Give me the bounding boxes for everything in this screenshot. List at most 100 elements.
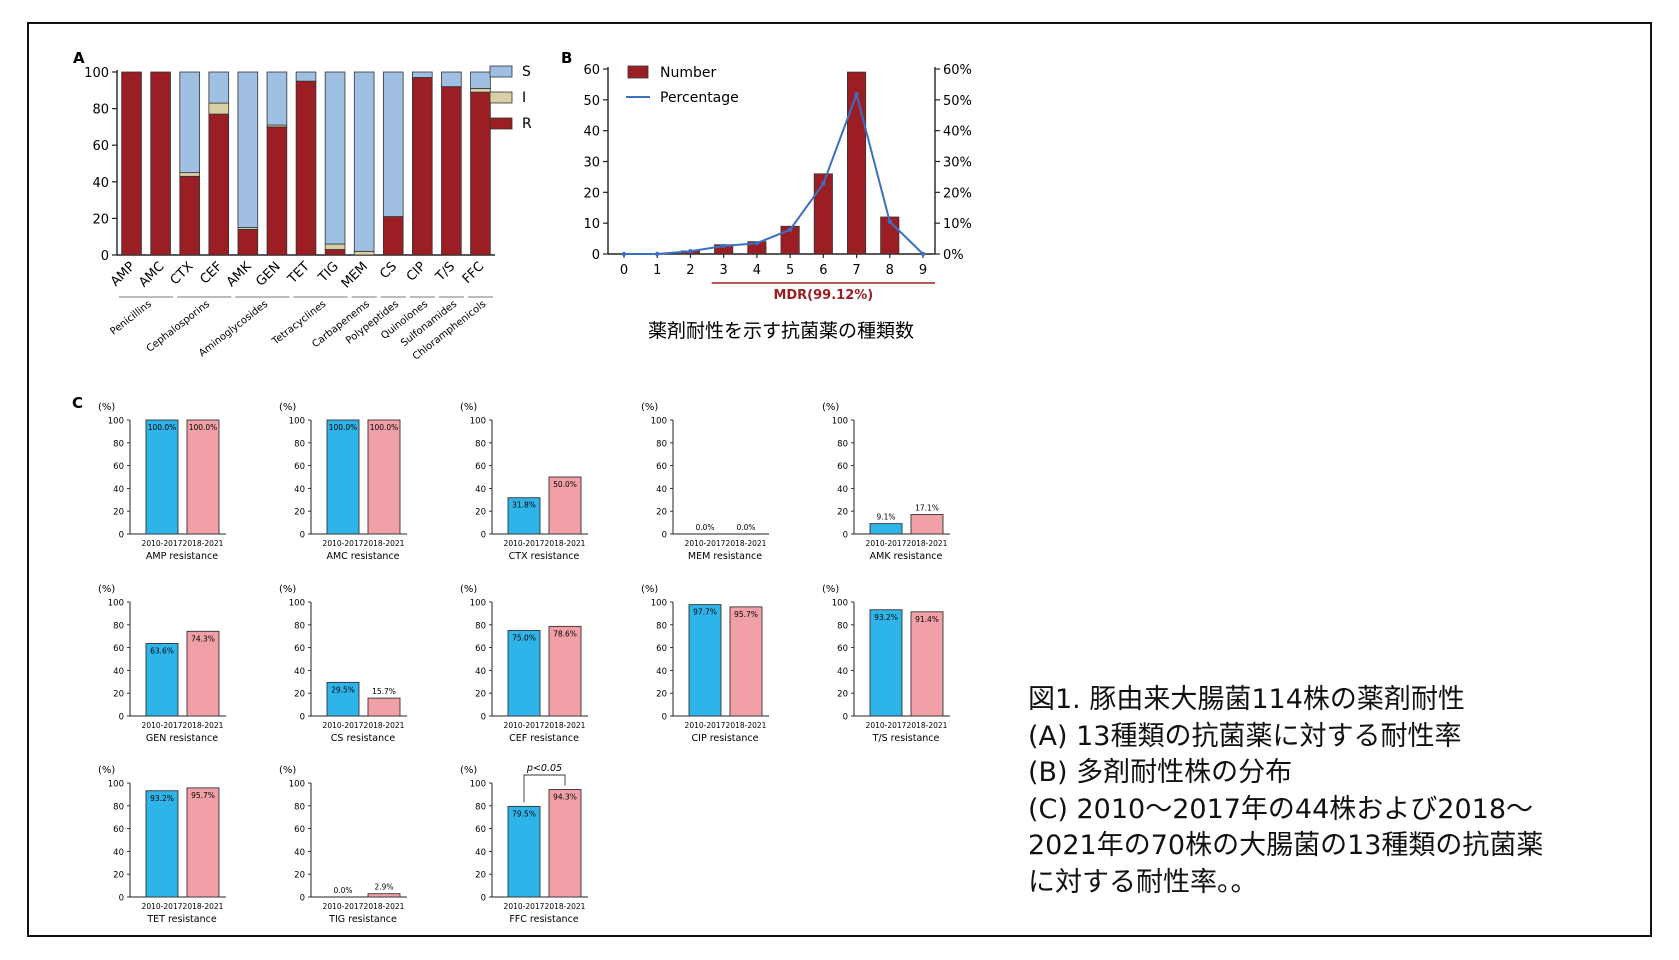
panel-c-x-tick-label: 2010-2017 [685,539,726,548]
panel-c-subplot-title: CEF resistance [509,733,579,744]
panel-c-x-tick-label: 2010-2017 [323,539,364,548]
panel-c-bar-value: 100.0% [329,423,358,432]
panel-c-x-tick-label: 2010-2017 [504,539,545,548]
panel-b-x-axis-title: 薬剤耐性を示す抗菌薬の種類数 [648,320,914,342]
panel-c-x-tick-label: 2010-2017 [866,539,907,548]
panel-c-x-tick-label: 2018-2021 [183,902,224,911]
panel-c-x-tick-label: 2018-2021 [907,539,948,548]
panel-b-line-point [787,227,793,232]
panel-c-y-tick-label: 40 [294,667,305,677]
panel-c-y-tick-label: 100 [651,599,667,609]
panel-a-bar-R [470,91,491,256]
panel-c-bar-value: 100.0% [189,423,218,432]
panel-c-y-tick-label: 100 [108,599,124,609]
panel-c-subplot-title: TET resistance [146,914,216,925]
panel-a-bar-S [208,71,230,104]
panel-a-x-tick-label: FFC [460,259,488,287]
panel-c-bar-value: 74.3% [191,634,215,643]
panel-c-y-tick-label: 40 [475,667,486,677]
panel-c-subplot-title: T/S resistance [872,733,940,744]
panel-c-y-tick-label: 100 [470,780,486,790]
panel-c-y-tick-label: 80 [656,439,667,449]
panel-a-bar-R [237,228,259,256]
panel-c-y-tick-label: 20 [113,871,124,881]
panel-c-x-tick-label: 2018-2021 [545,539,586,548]
panel-b-line-point [688,249,693,254]
panel-b-x-tick-label: 8 [886,263,894,278]
panel-b-y2-tick-label: 30% [943,156,972,171]
panel-b-line-point [887,219,892,224]
panel-c-bar-value: 0.0% [333,886,352,895]
panel-c-y-tick-label: 100 [832,417,848,427]
panel-a-bar-I [179,172,200,177]
panel-c-y-tick-label: 80 [475,802,486,812]
panel-c-bar-2010-2017 [326,681,360,717]
panel-c-subplot: (%) 0 20 40 60 80 100 93.2% 2010-2017 91.4% 2018-2… [822,584,950,744]
panel-c-x-tick-label: 2010-2017 [142,539,183,548]
panel-c-subplot: (%) 0 20 40 60 80 100 9.1% 2010-2017 17.1% 2018-20… [822,402,950,562]
panel-a-bar-I [470,88,491,93]
panel-b-x-tick-label: 5 [786,263,794,278]
panel-b-bar [847,71,867,255]
panel-b-y2-tick-label: 10% [943,217,972,232]
panel-a-y-tick-label: 100 [84,66,109,81]
panel-c-y-tick-label: 20 [113,690,124,700]
panel-c-bar-2018-2021 [367,893,401,898]
panel-c-y-unit: (%) [98,402,115,413]
panel-c-y-tick-label: 40 [294,485,305,495]
panel-c-subplot-title: FFC resistance [509,914,578,925]
panel-c-y-tick-label: 100 [108,780,124,790]
panel-c-y-tick-label: 0 [300,531,305,541]
panel-c-y-tick-label: 60 [656,644,667,654]
panel-c-bar-2010-2017 [507,805,541,898]
panel-b-y-tick-label: 30 [583,156,600,171]
panel-c-y-unit: (%) [279,402,296,413]
panel-c-bar-value: 79.5% [512,809,536,818]
panel-c-bar-2010-2017 [688,604,722,717]
panel-c-subplot: (%) 0 20 40 60 80 100 63.6% 2010-2017 74.3% 2018-2… [98,584,226,744]
panel-a-x-tick-label: AMP [108,259,138,289]
panel-c-x-tick-label: 2018-2021 [726,539,767,548]
panel-a-y-tick-label: 80 [92,103,109,118]
panel-a-group-label: Penicillins [108,299,153,338]
panel-a-bar-R [121,71,142,256]
panel-c-subplot: (%) 0 20 40 60 80 100 0.0% 2010-2017 0.0% 2018-202… [641,402,769,562]
panel-c-y-tick-label: 60 [294,825,305,835]
panel-b-line-point [854,92,859,97]
panel-c-y-tick-label: 60 [113,644,124,654]
panel-a-x-tick-label: CEF [197,259,225,287]
panel-c-y-tick-label: 60 [113,462,124,472]
panel-a-legend-swatch [489,117,513,130]
panel-c-y-tick-label: 60 [294,644,305,654]
panel-c-y-tick-label: 100 [470,417,486,427]
panel-a-x-tick-label: CIP [404,259,429,284]
panel-c-bar-value: 0.0% [695,523,714,532]
panel-a-bar-R [441,86,462,256]
panel-a-bar-S [324,71,346,245]
panel-a-y-tick-label: 40 [92,176,109,191]
panel-c-y-tick-label: 0 [119,894,124,904]
panel-c-bar-2018-2021 [910,514,944,535]
panel-c-subplot: (%) 0 20 40 60 80 100 100.0% 2010-2017 100.0% 2018… [279,402,407,562]
panel-c-bar-value: 95.7% [191,791,215,800]
panel-c-bar-2010-2017 [869,609,903,717]
panel-b-x-tick-label: 2 [686,263,694,278]
panel-c-y-tick-label: 0 [300,894,305,904]
panel-a-bar-S [295,71,317,82]
panel-c-bar-value: 91.4% [915,615,939,624]
panel-c-y-tick-label: 20 [837,508,848,518]
panel-a-bar-R [179,175,200,256]
panel-b-y-tick-label: 10 [583,217,600,232]
panel-c-y-tick-label: 100 [470,599,486,609]
panel-c-y-tick-label: 60 [475,462,486,472]
panel-c-y-tick-label: 0 [119,713,124,723]
panel-c-y-tick-label: 0 [662,713,667,723]
panel-c-y-tick-label: 100 [289,417,305,427]
panel-c-y-tick-label: 0 [300,713,305,723]
panel-a-bar-R [150,71,171,256]
panel-c-y-unit: (%) [460,765,477,776]
panel-c-x-tick-label: 2010-2017 [866,721,907,730]
panel-c-x-tick-label: 2018-2021 [907,721,948,730]
caption-line-4: (C) 2010〜2017年の44株および2018〜 [1028,793,1533,825]
panel-a-bar-S [179,71,200,174]
